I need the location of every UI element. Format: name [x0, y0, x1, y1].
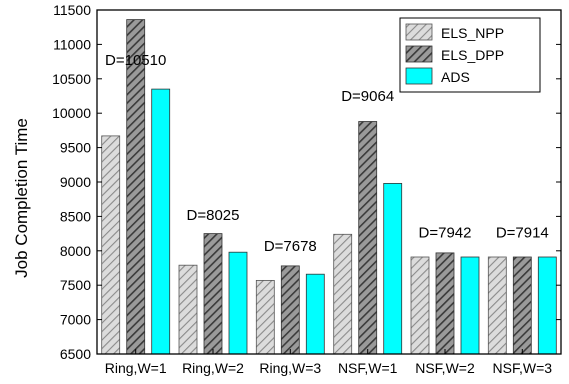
y-tick-label-7000: 7000 [60, 312, 91, 328]
legend-label-ads: ADS [441, 69, 470, 85]
y-tick-label-8000: 8000 [60, 243, 91, 259]
annotation-d-10510: D=10510 [105, 52, 166, 69]
bar-ads-ring-w-3 [305, 273, 325, 355]
legend-label-els-dpp: ELS_DPP [441, 47, 504, 63]
y-tick-label-11500: 11500 [53, 2, 91, 18]
y-tick-label-10500: 10500 [52, 71, 91, 87]
y-axis: 6500 7000 7500 8000 8500 9000 9500 10000 10500 11… [52, 2, 561, 362]
bar-ads-nsf-w-3 [537, 256, 557, 355]
annotation-d-7914: D=7914 [496, 225, 549, 242]
x-tick-label-ring-w-3: Ring,W=3 [259, 360, 321, 376]
legend-swatch-ads [405, 67, 433, 85]
x-axis: Ring,W=1 Ring,W=2 Ring,W=3 NSF,W=1 NSF,W=2 NS… [105, 349, 552, 376]
bars-layer [101, 19, 557, 355]
annotations-layer: D=10510 D=8025 D=7678 D=9064 D=7942 D=7914 [105, 52, 549, 255]
bar-ads-nsf-w-2 [460, 256, 480, 355]
y-tick-label-6500: 6500 [60, 346, 91, 362]
legend-swatch-els-dpp [405, 45, 433, 63]
legend: ELS_NPP ELS_DPP ADS [399, 17, 541, 93]
bar-els-dpp-nsf-w-3 [512, 256, 532, 355]
annotation-d-7678: D=7678 [264, 238, 317, 255]
bar-els-dpp-ring-w-1 [126, 19, 146, 355]
y-tick-label-7500: 7500 [60, 277, 91, 293]
y-axis-label: Job Completion Time [12, 118, 31, 278]
y-tick-label-9000: 9000 [60, 174, 91, 190]
bar-els-npp-nsf-w-1 [333, 233, 353, 355]
legend-swatch-els-npp [405, 23, 433, 41]
y-tick-label-11000: 11000 [53, 36, 91, 52]
annotation-d-8025: D=8025 [187, 207, 240, 224]
bar-els-npp-nsf-w-3 [487, 256, 507, 355]
annotation-d-7942: D=7942 [419, 225, 472, 242]
y-tick-label-8500: 8500 [60, 208, 91, 224]
annotation-d-9064: D=9064 [341, 88, 394, 105]
x-tick-label-ring-w-1: Ring,W=1 [105, 360, 167, 376]
bar-els-npp-ring-w-1 [101, 135, 121, 355]
bar-ads-ring-w-1 [151, 88, 171, 355]
bar-ads-ring-w-2 [228, 251, 248, 355]
bar-els-dpp-ring-w-3 [280, 265, 300, 355]
bar-els-dpp-nsf-w-1 [358, 121, 378, 355]
bar-els-npp-ring-w-2 [178, 264, 198, 355]
bar-els-dpp-nsf-w-2 [435, 252, 455, 355]
x-tick-label-ring-w-2: Ring,W=2 [182, 360, 244, 376]
bar-els-dpp-ring-w-2 [203, 233, 223, 355]
x-tick-label-nsf-w-2: NSF,W=2 [415, 360, 475, 376]
x-tick-label-nsf-w-1: NSF,W=1 [338, 360, 398, 376]
bar-ads-nsf-w-1 [383, 182, 403, 355]
bar-els-npp-nsf-w-2 [410, 256, 430, 355]
y-tick-label-9500: 9500 [60, 140, 91, 156]
legend-label-els-npp: ELS_NPP [441, 25, 504, 41]
bar-els-npp-ring-w-3 [255, 279, 275, 355]
y-tick-label-10000: 10000 [52, 105, 91, 121]
x-tick-label-nsf-w-3: NSF,W=3 [493, 360, 553, 376]
